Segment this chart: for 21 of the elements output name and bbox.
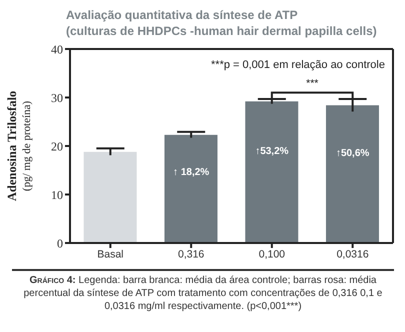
y-tick-label: 10 [51, 188, 63, 202]
x-tick-label: 0,100 [258, 248, 286, 260]
bar [84, 152, 137, 243]
x-tick-label: 0,316 [178, 248, 204, 260]
x-tick-label: Basal [97, 248, 124, 260]
y-tick-label: 30 [51, 90, 63, 105]
bar [326, 105, 379, 243]
annotation: ↑50,6% [336, 148, 370, 160]
annotation: ***p = 0,001 em relação ao controle [211, 59, 385, 71]
bar [164, 134, 218, 243]
text: Gráfico 4: Legenda: barra branca: média da área controle; barras rosa: média percentual da síntese de ATP com tratamento com concentrações de 0,316 0,1 e 0,0316 mg/ml respectivamente. (p<0,001***) [22, 274, 384, 313]
annotation: ↑ 18,2% [173, 166, 210, 178]
annotation: ↑53,2% [255, 146, 289, 157]
y-tick-label: 40 [51, 42, 63, 56]
y-tick-label: 20 [51, 139, 63, 154]
bar [245, 101, 298, 243]
y-tick-label: 0 [57, 236, 63, 250]
y-axis-title: Adenosina Trilosfalo (pg/ mg de proteína) [5, 90, 33, 202]
x-tick-label: 0,0316 [336, 248, 369, 260]
annotation: *** [306, 78, 318, 90]
chart-title: Avaliação quantitativa da síntese de ATP (culturas de HHDPCs -human hair dermal papilla cells) [66, 7, 377, 39]
